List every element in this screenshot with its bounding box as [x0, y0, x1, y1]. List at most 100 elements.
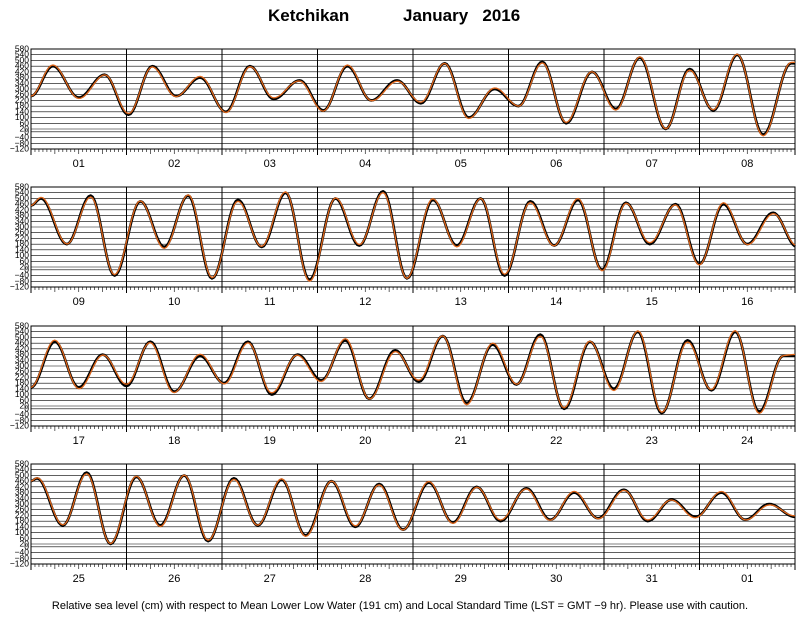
y-tick-label: 580 [15, 459, 29, 469]
day-label: 07 [646, 158, 658, 170]
y-tick-label: 20 [20, 124, 30, 134]
day-label: 14 [550, 296, 562, 308]
y-tick-label: 420 [15, 66, 29, 76]
y-tick-label: 380 [15, 210, 29, 220]
y-tick-label: 20 [20, 539, 30, 549]
y-tick-label: −80 [15, 276, 30, 286]
y-tick-label: 60 [20, 256, 30, 266]
y-tick-label: −80 [15, 415, 30, 425]
y-tick-label: 300 [15, 222, 29, 232]
day-label: 16 [741, 296, 753, 308]
y-tick-label: 180 [15, 101, 29, 111]
day-label: 12 [359, 296, 371, 308]
y-tick-label: 0 [24, 126, 29, 136]
day-label: 03 [264, 158, 276, 170]
predicted-line [30, 329, 796, 415]
y-tick-label: 100 [15, 112, 29, 122]
y-tick-label: 500 [15, 332, 29, 342]
y-tick-label: 340 [15, 355, 29, 365]
y-tick-label: 180 [15, 239, 29, 249]
y-tick-label: 540 [15, 49, 29, 59]
predicted-line [30, 191, 796, 282]
y-tick-label: 500 [15, 55, 29, 65]
y-tick-label: 140 [15, 521, 29, 531]
y-tick-label: 420 [15, 204, 29, 214]
y-tick-label: 20 [20, 262, 30, 272]
y-tick-label: 60 [20, 533, 30, 543]
day-label: 11 [264, 296, 275, 308]
day-label: 27 [264, 573, 276, 585]
y-tick-label: 500 [15, 470, 29, 480]
y-tick-label: 260 [15, 366, 29, 376]
y-tick-label: 380 [15, 72, 29, 82]
y-tick-label: −120 [10, 282, 29, 292]
y-tick-label: 140 [15, 244, 29, 254]
y-tick-label: 580 [15, 321, 29, 331]
y-tick-label: 380 [15, 349, 29, 359]
y-tick-label: 260 [15, 227, 29, 237]
predicted-line [30, 53, 796, 137]
y-tick-label: 260 [15, 504, 29, 514]
y-tick-label: 180 [15, 516, 29, 526]
y-tick-label: 540 [15, 464, 29, 474]
y-tick-label: 180 [15, 378, 29, 388]
y-tick-label: 300 [15, 84, 29, 94]
y-tick-label: 100 [15, 250, 29, 260]
y-tick-label: 540 [15, 187, 29, 197]
y-tick-label: 60 [20, 395, 30, 405]
day-label: 25 [73, 573, 85, 585]
y-tick-label: −120 [10, 559, 29, 569]
day-label: 21 [455, 435, 467, 447]
y-tick-label: 420 [15, 343, 29, 353]
y-tick-label: 220 [15, 372, 29, 382]
y-tick-label: 0 [24, 403, 29, 413]
y-tick-label: 340 [15, 78, 29, 88]
y-tick-label: −40 [15, 270, 30, 280]
day-label: 29 [455, 573, 467, 585]
y-tick-label: 580 [15, 44, 29, 54]
title-location: Ketchikan [268, 6, 350, 25]
y-tick-label: 100 [15, 527, 29, 537]
y-tick-label: 540 [15, 326, 29, 336]
y-tick-label: 380 [15, 487, 29, 497]
tide-chart: −120−80−40020601001401802202603003403804… [10, 44, 796, 585]
chart-caption: Relative sea level (cm) with respect to … [51, 600, 749, 612]
y-tick-label: −40 [15, 409, 30, 419]
day-label: 19 [264, 435, 276, 447]
y-tick-label: −80 [15, 138, 30, 148]
day-label: 22 [550, 435, 562, 447]
day-label: 15 [646, 296, 658, 308]
day-label: 23 [646, 435, 658, 447]
y-tick-label: −40 [15, 547, 30, 557]
day-label: 13 [455, 296, 467, 308]
y-tick-label: 420 [15, 481, 29, 491]
y-tick-label: 340 [15, 216, 29, 226]
day-label: 24 [741, 435, 753, 447]
y-tick-label: 60 [20, 118, 30, 128]
y-tick-label: 20 [20, 401, 30, 411]
day-label: 17 [73, 435, 85, 447]
y-tick-label: 460 [15, 61, 29, 71]
y-tick-label: 220 [15, 510, 29, 520]
y-tick-label: 220 [15, 95, 29, 105]
day-label: 02 [168, 158, 180, 170]
day-label: 01 [741, 573, 753, 585]
y-tick-label: −40 [15, 132, 30, 142]
day-label: 01 [73, 158, 85, 170]
y-tick-label: 300 [15, 361, 29, 371]
y-tick-label: 220 [15, 233, 29, 243]
day-label: 18 [168, 435, 180, 447]
y-tick-label: 460 [15, 199, 29, 209]
y-tick-label: −120 [10, 421, 29, 431]
y-tick-label: 460 [15, 476, 29, 486]
day-label: 04 [359, 158, 371, 170]
y-tick-label: 260 [15, 89, 29, 99]
y-tick-label: 500 [15, 193, 29, 203]
day-label: 20 [359, 435, 371, 447]
chart-title: Ketchikan January 2016 [0, 4, 800, 28]
y-tick-label: 100 [15, 389, 29, 399]
y-tick-label: 140 [15, 383, 29, 393]
y-tick-label: −80 [15, 553, 30, 563]
y-tick-label: 460 [15, 338, 29, 348]
day-label: 06 [550, 158, 562, 170]
